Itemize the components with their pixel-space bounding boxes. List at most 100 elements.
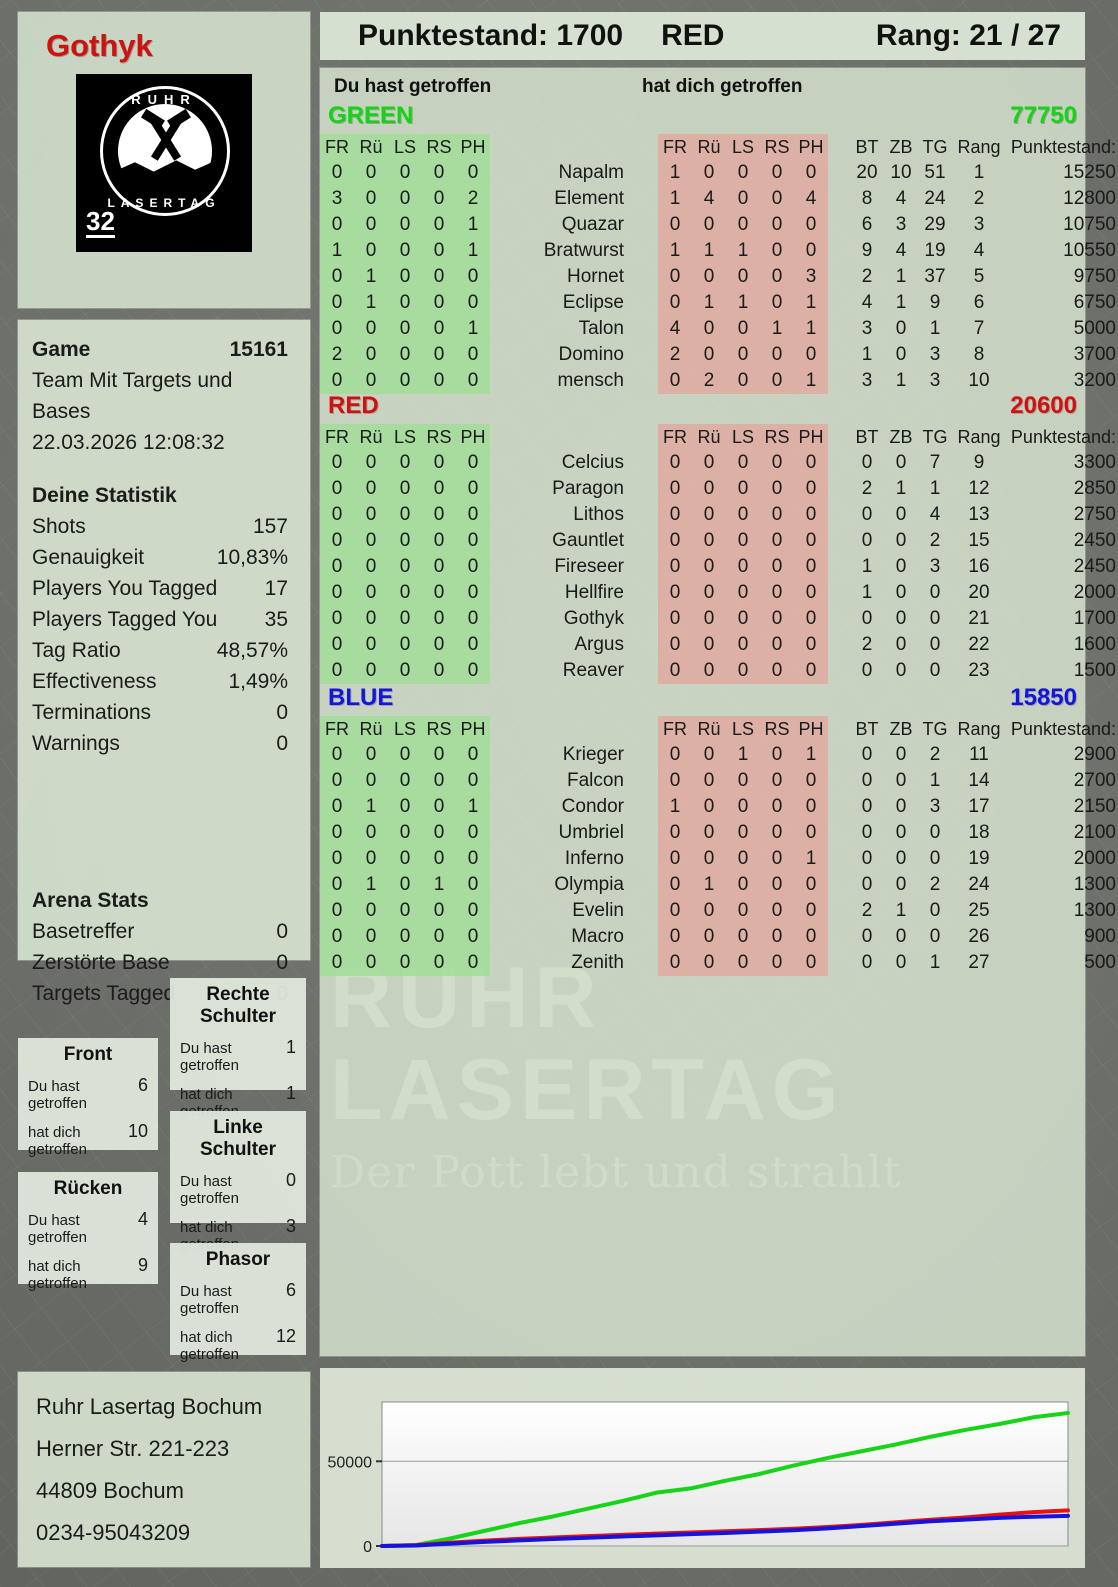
- cell-you-Rü: 0: [354, 528, 388, 554]
- col-header-bt: BT: [855, 136, 879, 157]
- bodypart-title: Phasor: [205, 1249, 271, 1270]
- cell-rang: 15: [968, 530, 990, 551]
- cell-you-Rü: 0: [354, 450, 388, 476]
- spacer: [634, 924, 658, 950]
- spacer: [634, 264, 658, 290]
- cell-them-FR: 0: [658, 502, 692, 528]
- spacer: [490, 528, 520, 554]
- spacer: [634, 794, 658, 820]
- table-row: 0 0 0 0 0 Fireseer 0 0 0 0 0 1 0 3 16 2450: [320, 554, 1118, 580]
- bodypart-got-label: hat dich getroffen: [28, 1124, 87, 1158]
- cell-them-PH: 0: [794, 554, 828, 580]
- bodypart-hit-label: Du hast getroffen: [180, 1283, 239, 1317]
- cell-rang: 3: [973, 214, 985, 235]
- spacer: [828, 632, 850, 658]
- cell-you-FR: 0: [320, 872, 354, 898]
- cell-rang: 20: [968, 582, 990, 603]
- logo-player-number: 32: [86, 206, 115, 238]
- col-header-zb: ZB: [889, 718, 913, 739]
- spacer: [490, 606, 520, 632]
- cell-them-RS: 0: [760, 502, 794, 528]
- cell-them-FR: 0: [658, 950, 692, 976]
- spacer: [634, 476, 658, 502]
- cell-them-RS: 0: [760, 658, 794, 684]
- spacer: [828, 716, 850, 742]
- cell-them-PH: 4: [794, 186, 828, 212]
- cell-rang: 7: [973, 318, 985, 339]
- cell-them-RS: 0: [760, 924, 794, 950]
- table-row: 0 0 0 0 0 Gothyk 0 0 0 0 0 0 0 0 21 1700: [320, 606, 1118, 632]
- cell-them-LS: 0: [726, 554, 760, 580]
- cell-you-RS: 0: [422, 502, 456, 528]
- cell-you-LS: 0: [388, 658, 422, 684]
- spacer: [634, 160, 658, 186]
- cell-bt: 9: [861, 240, 873, 261]
- cell-zb: 10: [890, 162, 912, 183]
- cell-you-RS: 0: [422, 368, 456, 394]
- cell-bt: 4: [861, 292, 873, 313]
- cell-them-RS: 0: [760, 238, 794, 264]
- stat-row: Warnings 0: [32, 728, 288, 759]
- cell-them-PH: 0: [794, 580, 828, 606]
- cell-them-PH: 0: [794, 502, 828, 528]
- spacer: [490, 424, 520, 450]
- spacer: [490, 872, 520, 898]
- spacer: [828, 186, 850, 212]
- cell-zb: 0: [895, 744, 907, 765]
- team-header: BLUE 15850: [320, 684, 1085, 716]
- cell-you-Rü: 0: [354, 238, 388, 264]
- cell-them-PH: 0: [794, 820, 828, 846]
- cell-tg: 19: [924, 240, 946, 261]
- spacer: [490, 238, 520, 264]
- cell-bt: 0: [861, 504, 873, 525]
- header-score: Punktestand: 1700: [358, 19, 624, 52]
- cell-rang: 18: [968, 822, 990, 843]
- cell-tg: 0: [929, 822, 941, 843]
- cell-punktestand: 10750: [1063, 214, 1116, 235]
- stat-row: Shots 157: [32, 511, 288, 542]
- cell-them-RS: 0: [760, 290, 794, 316]
- cell-them-FR: 2: [658, 342, 692, 368]
- cell-punktestand: 15250: [1063, 162, 1116, 183]
- cell-you-LS: 0: [388, 794, 422, 820]
- cell-you-FR: 0: [320, 502, 354, 528]
- cell-tg: 0: [929, 608, 941, 629]
- cell-player-name: Talon: [578, 318, 624, 339]
- cell-tg: 3: [929, 796, 941, 817]
- cell-player-name: Zenith: [571, 952, 624, 973]
- spacer: [828, 160, 850, 186]
- bodypart-got-label: hat dich getroffen: [180, 1329, 239, 1363]
- cell-you-PH: 0: [456, 872, 490, 898]
- col-header-you-Rü: Rü: [354, 134, 388, 160]
- spacer: [490, 264, 520, 290]
- team-total-points: 20600: [1010, 392, 1077, 419]
- col-header-you-Rü: Rü: [354, 716, 388, 742]
- table-row: 3 0 0 0 2 Element 1 4 0 0 4 8 4 24 2 12800: [320, 186, 1118, 212]
- address-phone: 0234-95043209: [36, 1520, 191, 1545]
- cell-them-LS: 0: [726, 212, 760, 238]
- spacer: [490, 554, 520, 580]
- cell-you-PH: 2: [456, 186, 490, 212]
- score-progress-chart: 0 50000: [320, 1368, 1085, 1568]
- stat-label: Genauigkeit: [32, 546, 145, 569]
- col-header-them-LS: LS: [726, 134, 760, 160]
- cell-them-FR: 1: [658, 186, 692, 212]
- col-header-playername: [520, 134, 634, 160]
- cell-them-PH: 0: [794, 212, 828, 238]
- cell-tg: 0: [929, 900, 941, 921]
- stat-value: 10,83%: [216, 546, 288, 569]
- cell-punktestand: 3200: [1073, 370, 1116, 391]
- cell-punktestand: 2100: [1073, 822, 1116, 843]
- spacer: [828, 820, 850, 846]
- col-header-punktestand: Punktestand:: [1010, 136, 1116, 157]
- cell-you-Rü: 0: [354, 316, 388, 342]
- cell-rang: 25: [968, 900, 990, 921]
- cell-you-RS: 0: [422, 476, 456, 502]
- cell-you-FR: 0: [320, 264, 354, 290]
- spacer: [490, 898, 520, 924]
- col-header-them-PH: PH: [794, 134, 828, 160]
- cell-them-LS: 0: [726, 450, 760, 476]
- game-label: Game: [32, 338, 91, 361]
- cell-punktestand: 900: [1084, 926, 1116, 947]
- cell-you-PH: 0: [456, 528, 490, 554]
